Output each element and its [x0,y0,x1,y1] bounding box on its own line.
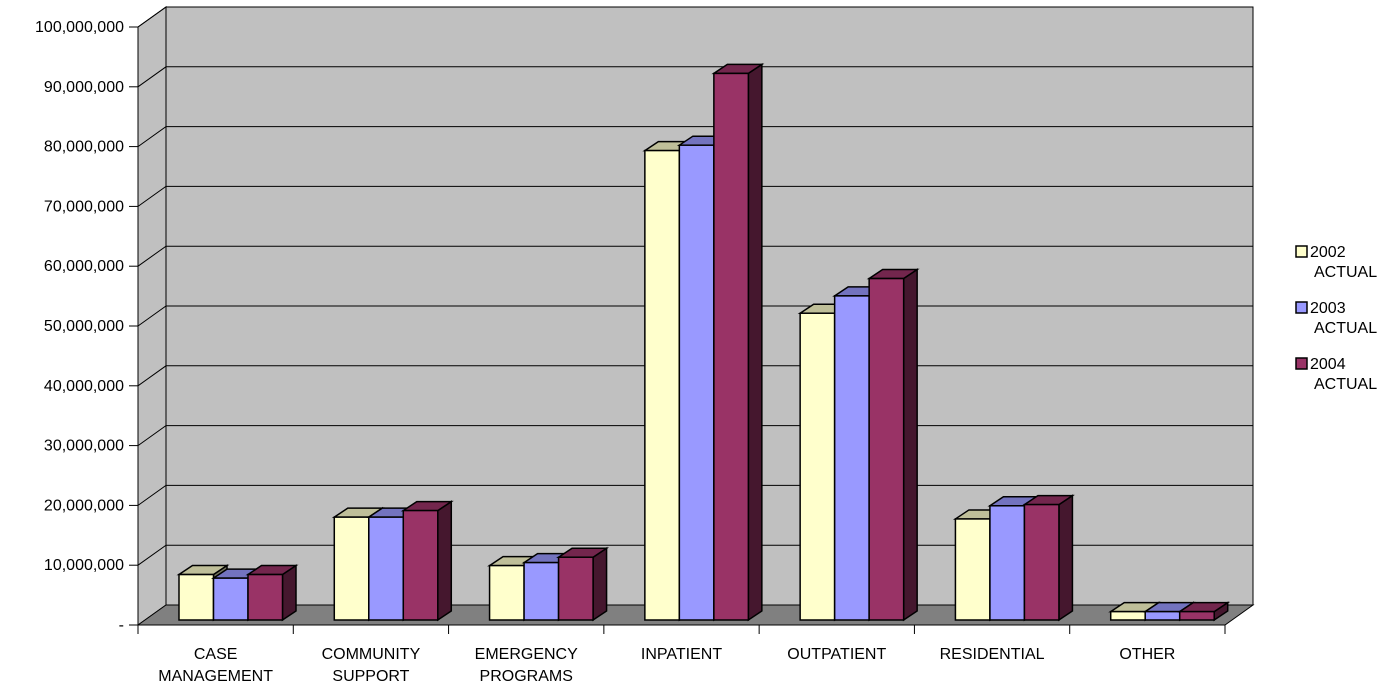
y-tick-label: 40,000,000 [44,378,124,395]
bar-front [333,516,370,621]
bar-side [1058,494,1074,622]
bar-front [1178,610,1215,621]
bar-side [592,546,608,622]
legend-label: 2002 ACTUAL [1310,244,1377,281]
bar [400,500,454,622]
y-tick-label: 30,000,000 [44,438,124,455]
y-tick-label: 20,000,000 [44,497,124,514]
x-tick-label: INPATIENT [641,646,722,663]
bar-front [954,518,991,621]
bar-side [437,500,453,622]
bar-front [989,505,1026,621]
legend: 2002 ACTUAL 2003 ACTUAL 2004 ACTUAL [1295,244,1377,393]
bar-side [747,63,763,622]
bar [711,63,765,622]
x-tick-label: EMERGENCY PROGRAMS [475,646,578,685]
bar-front [1144,610,1181,621]
x-tick-label: OTHER [1119,646,1175,663]
bar-front [1023,503,1060,621]
y-tick-label: - [119,617,124,634]
bar-front [678,144,715,621]
y-tick-label: 70,000,000 [44,198,124,215]
bar [1021,494,1075,622]
bar-front [368,516,405,621]
bar-front [178,573,215,621]
legend-swatch [1295,245,1308,258]
bar-front [402,509,439,621]
bar [556,546,610,622]
bars [176,63,1231,622]
bar [1177,601,1231,622]
x-tick-label: CASE MANAGEMENT [158,646,273,685]
y-tick-label: 100,000,000 [35,19,124,36]
bar-front [212,577,249,621]
legend-swatch [1295,301,1308,314]
bar-front [1109,610,1146,621]
x-tick-label: COMMUNITY SUPPORT [322,646,421,685]
legend-label: 2003 ACTUAL [1310,300,1377,337]
y-tick-label: 80,000,000 [44,139,124,156]
gridline [137,66,1253,88]
bar [245,564,299,622]
y-tick-label: 50,000,000 [44,318,124,335]
bar-front [557,556,594,621]
y-tick-label: 10,000,000 [44,557,124,574]
bar-front [713,72,750,621]
gridline [137,6,1253,28]
y-tick-label: 90,000,000 [44,79,124,96]
bar-front [644,149,681,621]
bar-front [833,295,870,621]
bar-front [247,573,284,621]
x-tick-label: OUTPATIENT [787,646,886,663]
y-axis-ticks: - 10,000,000 20,000,000 30,000,000 40,000,00… [35,19,138,634]
gridline [137,126,1253,148]
legend-swatch [1295,357,1308,370]
bar-front [523,561,560,621]
x-axis-ticks: CASE MANAGEMENT COMMUNITY SUPPORT EMERGENCY P… [137,625,1226,685]
bar-front [868,277,905,621]
bar-front [488,564,525,621]
y-tick-label: 60,000,000 [44,258,124,275]
bar-side [902,268,918,622]
gridline [137,245,1253,267]
bar-front [799,312,836,621]
legend-label: 2004 ACTUAL [1310,356,1377,393]
gridline [137,185,1253,207]
bar [866,268,920,622]
x-tick-label: RESIDENTIAL [940,646,1045,663]
